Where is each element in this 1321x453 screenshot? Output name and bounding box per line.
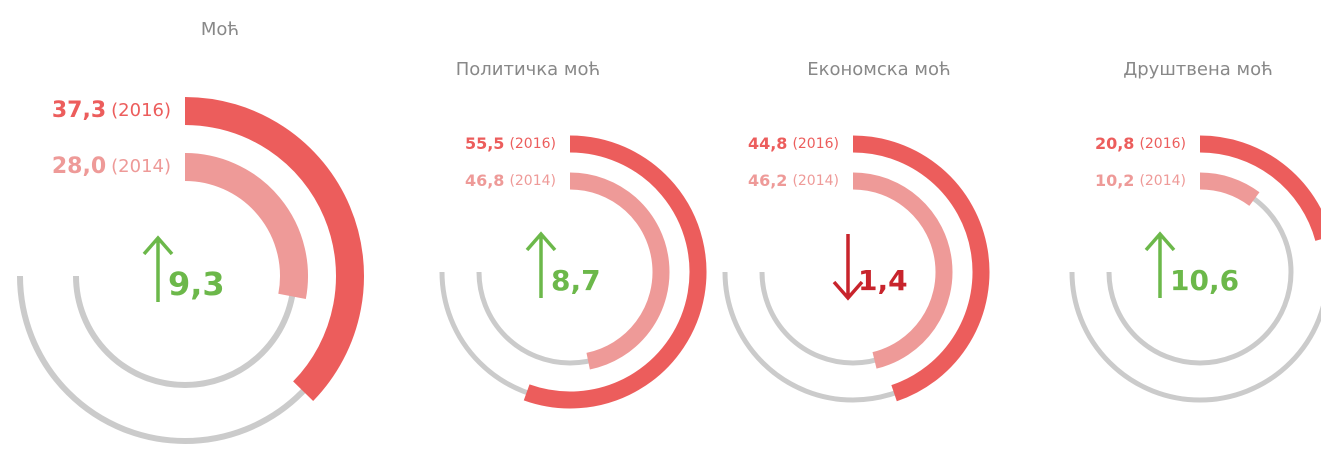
arc-bar xyxy=(523,135,707,409)
series-name: (2014) xyxy=(111,156,171,177)
value-label: 46,2 (2014) xyxy=(748,171,839,190)
value-number: 10,2 xyxy=(1095,171,1134,190)
radial-chart: Моћ 37,3 (2016) 28,0 (2014) 9,3 xyxy=(17,19,364,444)
change-arrow xyxy=(832,234,864,301)
value-label: 44,8 (2016) xyxy=(748,134,839,153)
change-label: 1,4 xyxy=(858,264,908,297)
value-number: 28,0 xyxy=(52,154,106,179)
series-name: (2014) xyxy=(509,173,556,189)
arc-bar xyxy=(569,172,670,370)
value-label: 55,5 (2016) xyxy=(465,134,556,153)
value-number: 20,8 xyxy=(1095,134,1134,153)
chart-title: Моћ xyxy=(201,19,239,40)
arc-bar xyxy=(852,135,990,402)
value-number: 46,2 xyxy=(748,171,787,190)
chart-title: Економска моћ xyxy=(807,59,950,80)
radial-chart: Друштвена моћ 20,8 (2016) 10,2 (2014) 10,6 xyxy=(1069,59,1321,403)
value-label: 10,2 (2014) xyxy=(1095,171,1186,190)
value-number: 55,5 xyxy=(465,134,504,153)
change-label: 10,6 xyxy=(1170,264,1239,297)
series-name: (2016) xyxy=(509,136,556,152)
radial-chart: Економска моћ 44,8 (2016) 46,2 (2014) 1,4 xyxy=(722,59,990,403)
arc-bar xyxy=(852,172,953,369)
series-name: (2016) xyxy=(111,100,171,121)
value-label: 20,8 (2016) xyxy=(1095,134,1186,153)
value-label: 46,8 (2014) xyxy=(465,171,556,190)
radial-chart: Политичка моћ 55,5 (2016) 46,8 (2014) 8,7 xyxy=(439,59,707,409)
series-name: (2016) xyxy=(792,136,839,152)
series-name: (2016) xyxy=(1139,136,1186,152)
change-arrow xyxy=(525,231,557,298)
track xyxy=(1106,178,1294,366)
chart-title: Друштвена моћ xyxy=(1123,59,1273,80)
value-label: 28,0 (2014) xyxy=(52,154,171,179)
arc-bar xyxy=(1199,135,1321,241)
change-label: 9,3 xyxy=(168,265,225,303)
arc-bar xyxy=(1199,172,1260,207)
change-label: 8,7 xyxy=(551,264,601,297)
change-arrow xyxy=(1144,231,1176,298)
series-name: (2014) xyxy=(1139,173,1186,189)
value-number: 46,8 xyxy=(465,171,504,190)
value-number: 37,3 xyxy=(52,98,106,123)
value-number: 44,8 xyxy=(748,134,787,153)
value-label: 37,3 (2016) xyxy=(52,98,171,123)
series-name: (2014) xyxy=(792,173,839,189)
arc-bar xyxy=(184,97,364,401)
arc-bar xyxy=(184,153,308,300)
change-arrow xyxy=(142,235,174,302)
chart-title: Политичка моћ xyxy=(456,59,601,80)
